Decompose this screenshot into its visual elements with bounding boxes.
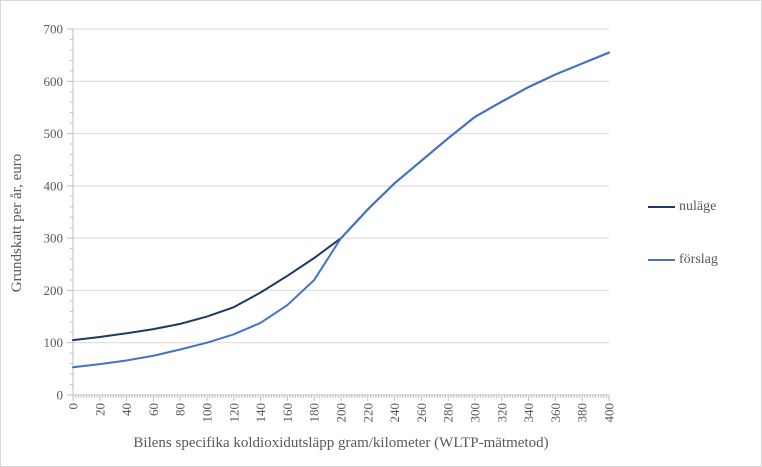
x-tick-label: 120 — [226, 403, 241, 423]
legend-item-forslag: förslag — [648, 253, 718, 267]
x-tick-label: 260 — [414, 403, 429, 423]
series-line-nulage — [72, 51, 610, 342]
x-tick-label: 40 — [119, 403, 134, 416]
forslag-line-swatch — [648, 259, 675, 261]
x-tick-label: 180 — [307, 403, 322, 423]
x-tick-label: 200 — [334, 403, 349, 423]
x-tick-label: 360 — [548, 403, 563, 423]
series-line-forslag — [72, 51, 610, 369]
x-tick-label: 20 — [92, 403, 107, 416]
y-axis-title: Grundskatt per år, euro — [9, 153, 25, 293]
x-tick-label: 220 — [360, 403, 375, 423]
legend: nuläge förslag — [648, 200, 718, 267]
y-tick-label: 100 — [44, 335, 64, 350]
y-tick-label: 400 — [44, 178, 64, 193]
nulage-line-swatch — [648, 206, 675, 208]
x-tick-label: 320 — [494, 403, 509, 423]
legend-item-nulage: nuläge — [648, 200, 718, 214]
x-tick-label: 0 — [66, 403, 81, 410]
x-axis-title: Bilens specifika koldioxidutsläpp gram/k… — [133, 435, 549, 451]
x-tick-label: 160 — [280, 403, 295, 423]
x-tick-label: 100 — [200, 403, 215, 423]
x-tick-label: 140 — [253, 403, 268, 423]
x-tick-label: 280 — [441, 403, 456, 423]
y-tick-label: 500 — [44, 126, 64, 141]
x-tick-label: 340 — [521, 403, 536, 423]
x-tick-label: 80 — [173, 403, 188, 416]
x-tick-label: 380 — [575, 403, 590, 423]
legend-label-nulage: nuläge — [679, 199, 717, 214]
y-tick-label: 700 — [44, 22, 64, 37]
y-tick-label: 200 — [44, 283, 64, 298]
x-tick-label: 240 — [387, 403, 402, 423]
y-tick-label: 300 — [44, 231, 64, 246]
x-tick-label: 300 — [468, 403, 483, 423]
y-tick-label: 0 — [57, 388, 64, 403]
x-tick-label: 400 — [602, 403, 617, 423]
y-tick-label: 600 — [44, 74, 64, 89]
x-tick-label: 60 — [146, 403, 161, 416]
legend-label-forslag: förslag — [679, 252, 718, 267]
